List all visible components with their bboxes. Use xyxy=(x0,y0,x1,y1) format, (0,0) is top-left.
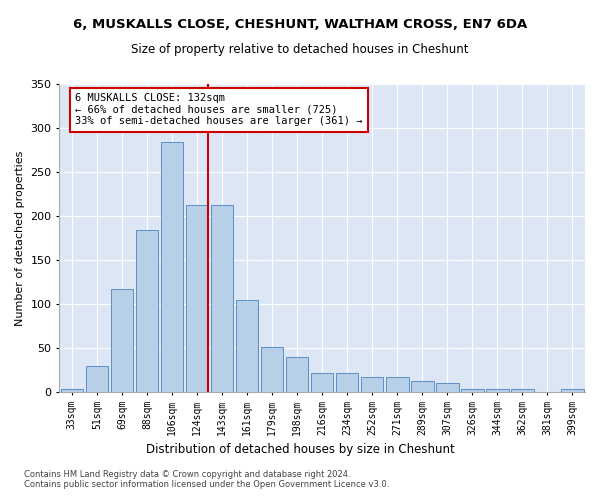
Bar xyxy=(110,289,133,392)
Text: Contains HM Land Registry data © Crown copyright and database right 2024.: Contains HM Land Registry data © Crown c… xyxy=(24,470,350,479)
Bar xyxy=(236,300,259,392)
Bar xyxy=(361,377,383,392)
Bar xyxy=(261,347,283,392)
Text: 6 MUSKALLS CLOSE: 132sqm
← 66% of detached houses are smaller (725)
33% of semi-: 6 MUSKALLS CLOSE: 132sqm ← 66% of detach… xyxy=(75,93,362,126)
Bar xyxy=(161,142,183,392)
Bar xyxy=(436,384,458,392)
Bar xyxy=(386,377,409,392)
Bar xyxy=(311,372,334,392)
Bar xyxy=(61,388,83,392)
Bar xyxy=(561,388,584,392)
Text: Distribution of detached houses by size in Cheshunt: Distribution of detached houses by size … xyxy=(146,442,454,456)
Bar xyxy=(186,204,208,392)
Bar xyxy=(86,366,108,392)
Bar xyxy=(136,230,158,392)
Text: 6, MUSKALLS CLOSE, CHESHUNT, WALTHAM CROSS, EN7 6DA: 6, MUSKALLS CLOSE, CHESHUNT, WALTHAM CRO… xyxy=(73,18,527,30)
Text: Contains public sector information licensed under the Open Government Licence v3: Contains public sector information licen… xyxy=(24,480,389,489)
Bar xyxy=(336,372,358,392)
Bar xyxy=(461,388,484,392)
Y-axis label: Number of detached properties: Number of detached properties xyxy=(15,150,25,326)
Text: Size of property relative to detached houses in Cheshunt: Size of property relative to detached ho… xyxy=(131,42,469,56)
Bar xyxy=(411,380,434,392)
Bar xyxy=(511,388,533,392)
Bar xyxy=(211,204,233,392)
Bar xyxy=(486,388,509,392)
Bar xyxy=(286,357,308,392)
